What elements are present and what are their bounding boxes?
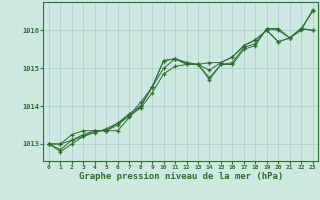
- X-axis label: Graphe pression niveau de la mer (hPa): Graphe pression niveau de la mer (hPa): [79, 172, 283, 181]
